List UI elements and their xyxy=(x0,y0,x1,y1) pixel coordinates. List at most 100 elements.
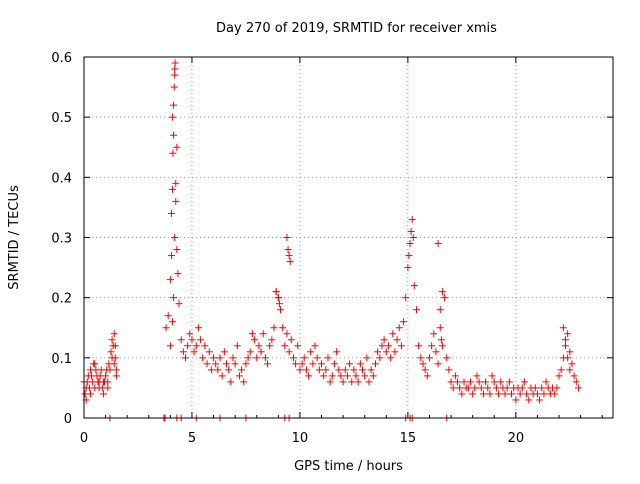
data-point xyxy=(311,342,319,350)
data-point xyxy=(415,342,423,350)
data-point xyxy=(484,384,492,392)
data-point xyxy=(432,348,440,356)
x-tick-label: 0 xyxy=(80,431,88,446)
data-point xyxy=(99,390,107,398)
data-point xyxy=(214,366,222,374)
data-point xyxy=(111,342,119,350)
data-point xyxy=(296,366,304,374)
data-point xyxy=(456,384,464,392)
data-point xyxy=(466,378,474,386)
data-point xyxy=(274,294,282,302)
data-point xyxy=(400,318,408,326)
data-point xyxy=(169,185,177,193)
data-point xyxy=(436,324,444,332)
data-point xyxy=(324,354,332,362)
data-point xyxy=(86,390,94,398)
data-point xyxy=(518,384,526,392)
data-point xyxy=(218,372,226,380)
data-point xyxy=(285,252,293,260)
data-point xyxy=(376,354,384,362)
data-point xyxy=(339,378,347,386)
data-point xyxy=(298,360,306,368)
data-point xyxy=(328,372,336,380)
data-point xyxy=(212,360,220,368)
data-point xyxy=(326,378,334,386)
data-point xyxy=(469,390,477,398)
data-point xyxy=(508,390,516,398)
data-point xyxy=(110,330,118,338)
data-point xyxy=(419,360,427,368)
y-tick-label: 0.2 xyxy=(51,292,72,307)
data-point xyxy=(482,378,490,386)
data-point xyxy=(173,246,181,254)
data-point xyxy=(216,354,224,362)
data-point xyxy=(169,113,177,121)
data-point xyxy=(495,390,503,398)
data-point xyxy=(540,390,548,398)
data-point xyxy=(261,354,269,362)
data-point xyxy=(251,336,259,344)
data-point xyxy=(171,234,179,241)
y-tick-label: 0.1 xyxy=(51,352,72,367)
data-point xyxy=(240,378,248,386)
data-point xyxy=(551,390,559,398)
data-point xyxy=(253,354,261,362)
data-point xyxy=(177,336,185,344)
data-point xyxy=(536,396,544,404)
data-point xyxy=(361,372,369,380)
data-point xyxy=(105,360,113,368)
data-point xyxy=(402,294,410,302)
data-point xyxy=(409,234,417,241)
data-point xyxy=(501,390,509,398)
data-point xyxy=(294,342,302,350)
data-point xyxy=(348,378,356,386)
data-point xyxy=(231,360,239,368)
data-point xyxy=(223,360,231,368)
data-point xyxy=(171,71,179,79)
data-point xyxy=(203,360,211,368)
data-point xyxy=(172,197,180,205)
data-point xyxy=(333,348,341,356)
data-point xyxy=(276,306,284,314)
data-point xyxy=(238,366,246,374)
data-point xyxy=(503,384,511,392)
data-point xyxy=(492,384,500,392)
data-point xyxy=(96,372,104,380)
data-point xyxy=(421,366,429,374)
data-point xyxy=(289,354,297,362)
data-point xyxy=(428,342,436,350)
data-point xyxy=(369,372,377,380)
data-point xyxy=(559,324,567,332)
data-point xyxy=(95,378,103,386)
data-point xyxy=(438,288,446,296)
data-point xyxy=(350,366,358,374)
data-point xyxy=(112,372,120,380)
data-point xyxy=(512,396,520,404)
data-point xyxy=(516,390,524,398)
ticks-layer: 0 0.1 0.2 0.3 0.4 0.5 0.6 0 5 10 15 20 xyxy=(51,51,613,446)
data-point xyxy=(169,149,177,157)
data-point xyxy=(266,342,274,350)
data-point xyxy=(445,366,453,374)
data-point xyxy=(406,240,414,248)
data-point xyxy=(568,360,576,368)
data-point xyxy=(542,378,550,386)
data-point xyxy=(172,179,180,187)
data-point xyxy=(437,336,445,344)
data-point xyxy=(343,372,351,380)
y-tick-label: 0 xyxy=(64,412,72,427)
data-point xyxy=(417,354,425,362)
data-point xyxy=(171,65,179,73)
data-point xyxy=(434,240,442,248)
data-point xyxy=(164,312,172,320)
data-point xyxy=(464,384,472,392)
data-point xyxy=(107,348,115,356)
data-point xyxy=(408,215,416,223)
data-point xyxy=(170,83,178,91)
data-point xyxy=(112,366,120,374)
data-point xyxy=(179,348,187,356)
data-point xyxy=(454,378,462,386)
data-point xyxy=(395,324,403,332)
data-point xyxy=(173,143,181,151)
